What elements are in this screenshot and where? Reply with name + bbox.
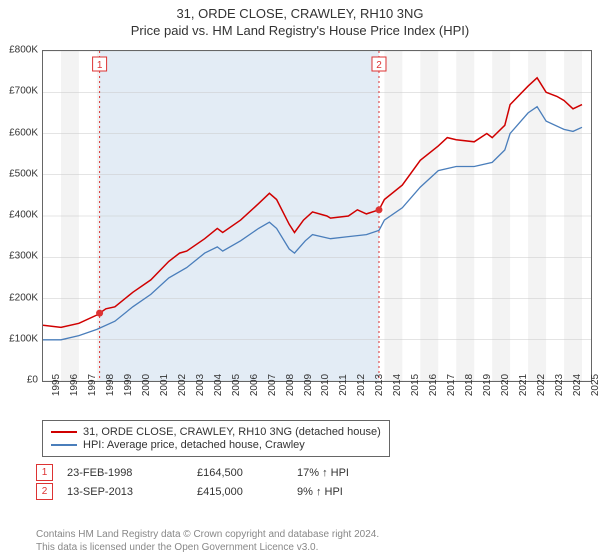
x-tick-label: 2012 (356, 374, 367, 396)
x-tick-label: 2017 (446, 374, 457, 396)
x-tick-label: 2016 (428, 374, 439, 396)
y-tick-label: £400K (9, 210, 38, 221)
y-tick-label: £800K (9, 45, 38, 56)
x-tick-label: 2019 (482, 374, 493, 396)
y-tick-label: £700K (9, 86, 38, 97)
footer-text: Contains HM Land Registry data © Crown c… (36, 528, 379, 554)
transaction-date: 23-FEB-1998 (67, 467, 197, 479)
x-tick-label: 2015 (410, 374, 421, 396)
legend-item: 31, ORDE CLOSE, CRAWLEY, RH10 3NG (detac… (51, 426, 381, 438)
x-tick-label: 1995 (51, 374, 62, 396)
transaction-price: £164,500 (197, 467, 297, 479)
legend-label: 31, ORDE CLOSE, CRAWLEY, RH10 3NG (detac… (83, 426, 381, 438)
x-tick-label: 1999 (123, 374, 134, 396)
x-tick-label: 2005 (231, 374, 242, 396)
transaction-date: 13-SEP-2013 (67, 486, 197, 498)
y-tick-label: £300K (9, 251, 38, 262)
y-tick-label: £0 (27, 375, 38, 386)
y-tick-label: £100K (9, 333, 38, 344)
svg-text:2: 2 (376, 60, 382, 71)
y-tick-label: £200K (9, 292, 38, 303)
x-tick-label: 2010 (320, 374, 331, 396)
price-chart: 12 (42, 50, 592, 382)
chart-legend: 31, ORDE CLOSE, CRAWLEY, RH10 3NG (detac… (42, 420, 390, 457)
footer-line: This data is licensed under the Open Gov… (36, 541, 379, 554)
address-title: 31, ORDE CLOSE, CRAWLEY, RH10 3NG (0, 6, 600, 21)
x-tick-label: 2022 (536, 374, 547, 396)
x-tick-label: 2020 (500, 374, 511, 396)
x-tick-label: 2021 (518, 374, 529, 396)
x-tick-label: 1998 (105, 374, 116, 396)
marker-box: 2 (36, 483, 53, 500)
transaction-pct: 17% ↑ HPI (297, 467, 397, 479)
x-tick-label: 2013 (374, 374, 385, 396)
footer-line: Contains HM Land Registry data © Crown c… (36, 528, 379, 541)
marker-box: 1 (36, 464, 53, 481)
transaction-price: £415,000 (197, 486, 297, 498)
x-tick-label: 2008 (285, 374, 296, 396)
transaction-pct: 9% ↑ HPI (297, 486, 397, 498)
x-tick-label: 2002 (177, 374, 188, 396)
svg-text:1: 1 (97, 60, 103, 71)
transactions-table: 1 23-FEB-1998 £164,500 17% ↑ HPI 2 13-SE… (36, 462, 397, 502)
x-tick-label: 2011 (338, 374, 349, 396)
legend-item: HPI: Average price, detached house, Craw… (51, 439, 381, 451)
subtitle: Price paid vs. HM Land Registry's House … (0, 23, 600, 38)
x-tick-label: 2004 (213, 374, 224, 396)
x-tick-label: 2000 (141, 374, 152, 396)
x-tick-label: 2023 (554, 374, 565, 396)
x-tick-label: 2025 (590, 374, 600, 396)
x-tick-label: 1996 (69, 374, 80, 396)
transaction-row: 1 23-FEB-1998 £164,500 17% ↑ HPI (36, 464, 397, 481)
x-tick-label: 2003 (195, 374, 206, 396)
x-tick-label: 2024 (572, 374, 583, 396)
x-tick-label: 2014 (392, 374, 403, 396)
x-tick-label: 1997 (87, 374, 98, 396)
transaction-row: 2 13-SEP-2013 £415,000 9% ↑ HPI (36, 483, 397, 500)
y-axis: £0£100K£200K£300K£400K£500K£600K£700K£80… (0, 50, 40, 380)
legend-label: HPI: Average price, detached house, Craw… (83, 439, 305, 451)
x-tick-label: 2007 (267, 374, 278, 396)
y-tick-label: £600K (9, 127, 38, 138)
x-tick-label: 2009 (303, 374, 314, 396)
x-tick-label: 2006 (249, 374, 260, 396)
y-tick-label: £500K (9, 168, 38, 179)
x-tick-label: 2001 (159, 374, 170, 396)
x-tick-label: 2018 (464, 374, 475, 396)
